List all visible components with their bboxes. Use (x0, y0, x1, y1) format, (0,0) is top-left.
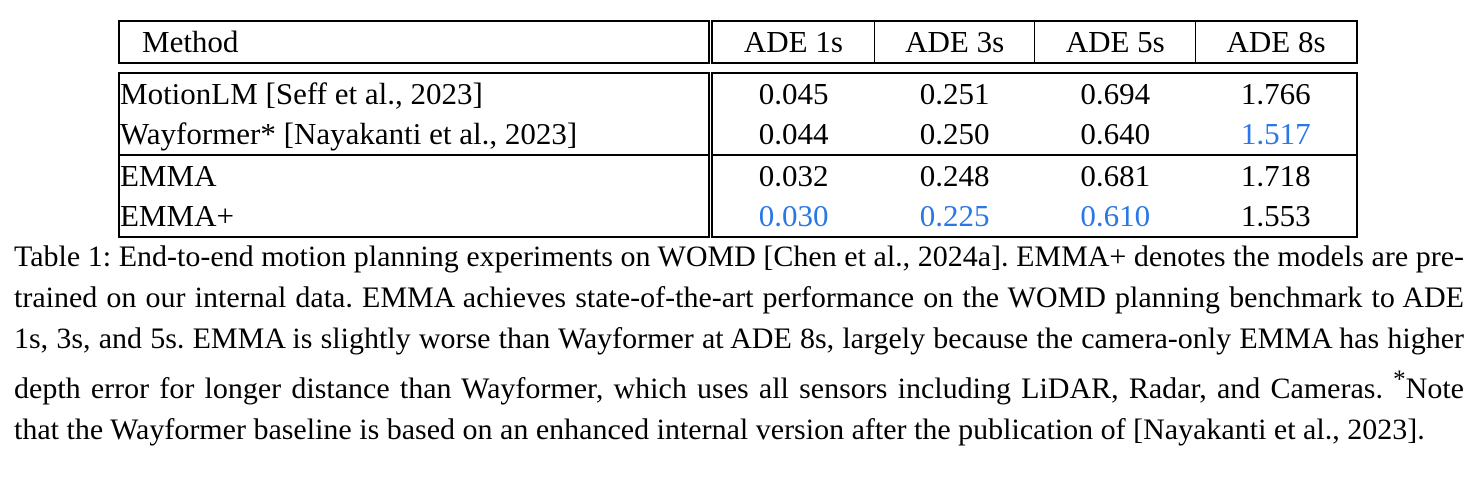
table-header-row: Method ADE 1s ADE 3s ADE 5s ADE 8s (118, 20, 1359, 64)
cell-ade-8s-best: 1.517 (1195, 114, 1359, 155)
results-table: Method ADE 1s ADE 3s ADE 5s ADE 8s Motio… (118, 20, 1359, 238)
row-method: Wayformer* [Nayakanti et al., 2023] (118, 114, 713, 155)
cell-ade-8s: 1.718 (1195, 154, 1359, 196)
cell-ade-8s: 1.553 (1195, 196, 1359, 238)
caption-note-text: Note that the Wayformer baseline is base… (14, 372, 1464, 446)
table-row: EMMA+ 0.030 0.225 0.610 1.553 (118, 196, 1359, 238)
table-row: MotionLM [Seff et al., 2023] 0.045 0.251… (118, 72, 1359, 114)
cell-ade-5s: 0.694 (1034, 72, 1196, 114)
header-method: Method (118, 20, 713, 64)
row-method: EMMA+ (118, 196, 713, 238)
header-ade-1s: ADE 1s (710, 20, 875, 64)
cell-ade-5s: 0.681 (1034, 154, 1196, 196)
row-method: MotionLM [Seff et al., 2023] (118, 72, 713, 114)
cell-ade-1s-best: 0.030 (710, 196, 875, 238)
header-ade-3s: ADE 3s (873, 20, 1035, 64)
row-method: EMMA (118, 154, 713, 196)
cell-ade-3s: 0.251 (874, 72, 1035, 114)
cell-ade-5s: 0.640 (1080, 116, 1151, 151)
cell-ade-3s: 0.250 (919, 116, 990, 151)
cell-ade-8s: 1.766 (1195, 72, 1359, 114)
table-caption: Table 1: End-to-end motion planning expe… (14, 236, 1464, 450)
table-row: EMMA 0.032 0.248 0.681 1.718 (118, 154, 1359, 196)
caption-text: End-to-end motion planning experiments o… (14, 240, 1465, 405)
caption-note-mark: * (1393, 366, 1406, 393)
cell-ade-1s: 0.044 (758, 116, 829, 151)
table-row: Wayformer* [Nayakanti et al., 2023] 0.04… (118, 114, 1359, 155)
cell-ade-3s-best: 0.225 (874, 196, 1035, 238)
caption-label: Table 1: (14, 240, 112, 273)
cell-ade-1s: 0.032 (710, 154, 875, 196)
cell-ade-3s: 0.248 (874, 154, 1035, 196)
results-table-container: Method ADE 1s ADE 3s ADE 5s ADE 8s Motio… (118, 20, 1359, 238)
cell-ade-5s-best: 0.610 (1034, 196, 1196, 238)
table-gap (119, 63, 1357, 73)
header-ade-8s: ADE 8s (1195, 20, 1359, 64)
cell-ade-1s: 0.045 (710, 72, 875, 114)
header-ade-5s: ADE 5s (1034, 20, 1196, 64)
